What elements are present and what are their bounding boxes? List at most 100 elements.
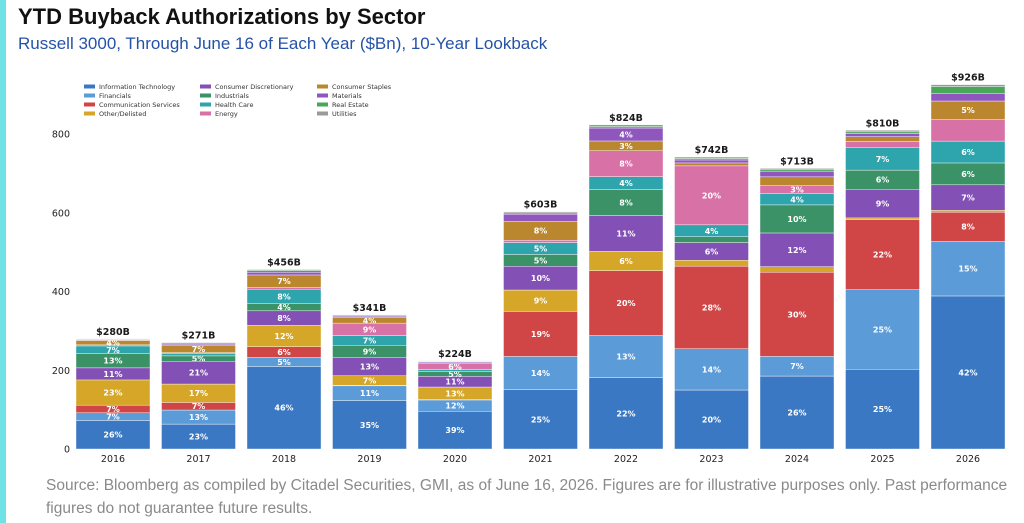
segment-label: 39% xyxy=(445,426,464,435)
x-tick-label: 2016 xyxy=(101,454,125,465)
segment-label: 22% xyxy=(873,251,892,260)
segment-label: 6% xyxy=(619,257,633,266)
bar-segment xyxy=(845,131,920,134)
segment-label: 4% xyxy=(363,316,377,325)
segment-label: 21% xyxy=(189,369,208,378)
bar-total-label: $224B xyxy=(438,349,472,360)
legend-swatch xyxy=(317,102,328,107)
legend-label: Communication Services xyxy=(99,101,180,109)
bar-segment xyxy=(674,236,749,243)
bar-segment xyxy=(503,211,578,214)
segment-label: 7% xyxy=(363,377,377,386)
segment-label: 4% xyxy=(106,339,120,348)
segment-label: 19% xyxy=(531,330,550,339)
bar-stack-2026: 42% 15% 8% 7% 6% 6% 5% $926B xyxy=(930,73,1006,450)
legend-swatch xyxy=(84,93,95,98)
segment-label: 8% xyxy=(619,199,633,208)
bar-segment xyxy=(674,389,749,450)
segment-label: 23% xyxy=(189,433,208,442)
bar-segment xyxy=(759,204,835,234)
bar-segment xyxy=(759,176,835,186)
segment-label: 5% xyxy=(534,256,548,265)
legend-swatch xyxy=(84,102,95,107)
segment-label: 9% xyxy=(363,325,377,334)
bar-segment xyxy=(246,270,322,273)
bar-stack-2020: 39% 12% 13% 11%5%6% $224B xyxy=(417,349,493,450)
bar-segment xyxy=(845,219,920,290)
bar-segment xyxy=(674,158,749,161)
bar-segment xyxy=(161,423,236,450)
bar-segment xyxy=(845,289,920,370)
y-tick-label: 800 xyxy=(52,130,70,141)
segment-label: 6% xyxy=(448,363,462,372)
bar-segment xyxy=(759,169,835,172)
bar-segment xyxy=(588,189,664,216)
legend: Information Technology Consumer Discretio… xyxy=(84,83,392,118)
segment-label: 9% xyxy=(876,200,890,209)
legend-label: Information Technology xyxy=(99,83,175,91)
bar-segment xyxy=(332,314,407,316)
bar-segment xyxy=(845,217,920,220)
bar-stack-2018: 46% 5%6% 12% 8% 4% 8% 7% $456B xyxy=(246,258,322,450)
segment-label: 4% xyxy=(705,227,719,236)
segment-label: 25% xyxy=(531,415,550,424)
segment-label: 30% xyxy=(787,310,806,319)
segment-label: 4% xyxy=(619,179,633,188)
segment-label: 25% xyxy=(873,325,892,334)
bar-total-label: $341B xyxy=(353,303,387,314)
x-tick-label: 2026 xyxy=(956,454,980,465)
segment-label: 20% xyxy=(702,416,721,425)
x-tick-label: 2022 xyxy=(614,454,638,465)
segment-label: 8% xyxy=(961,223,975,232)
legend-swatch xyxy=(200,84,211,89)
segment-label: 7% xyxy=(790,362,804,371)
bar-segment xyxy=(588,126,664,129)
segment-label: 28% xyxy=(702,303,721,312)
bar-stack-2025: 25% 25% 22% 9% 6% 7% $810B xyxy=(845,118,920,450)
legend-swatch xyxy=(84,111,95,116)
bar-segment xyxy=(161,353,236,357)
bar-segment xyxy=(759,266,835,273)
bar-segment xyxy=(759,272,835,357)
segment-label: 6% xyxy=(876,176,890,185)
legend-swatch xyxy=(200,111,211,116)
x-axis: 2016 2017 2018 2019 2020 2021 2022 2023 2024 2025… xyxy=(101,454,980,465)
bar-stack-2022: 22% 13% 20% 6% 11% 8% 4% 8% 3% 4% $824B xyxy=(588,113,664,450)
bar-segment xyxy=(845,189,920,219)
segment-label: 11% xyxy=(103,370,122,379)
bar-segment xyxy=(845,133,920,137)
bar-stack-2017: 23%13%7%17%21%5%7%$271B xyxy=(161,330,236,450)
segment-label: 23% xyxy=(103,389,122,398)
x-tick-label: 2023 xyxy=(699,454,723,465)
x-tick-label: 2017 xyxy=(186,454,210,465)
segment-label: 6% xyxy=(277,348,291,357)
bar-segment xyxy=(588,124,664,127)
x-tick-label: 2025 xyxy=(870,454,894,465)
segment-label: 20% xyxy=(702,191,721,200)
x-tick-label: 2024 xyxy=(785,454,809,465)
segment-label: 7% xyxy=(876,155,890,164)
bar-segment xyxy=(674,165,749,226)
bar-total-label: $280B xyxy=(96,327,130,338)
segment-label: 10% xyxy=(531,274,550,283)
bar-segment xyxy=(503,389,578,450)
segment-label: 7% xyxy=(106,413,120,422)
legend-label: Materials xyxy=(332,92,362,100)
legend-label: Real Estate xyxy=(332,101,369,109)
bar-segment xyxy=(674,159,749,164)
legend-label: Utilities xyxy=(332,110,357,118)
bar-segment xyxy=(759,171,835,178)
bar-segment xyxy=(332,315,407,318)
bar-segment xyxy=(845,141,920,148)
source-note: Source: Bloomberg as compiled by Citadel… xyxy=(46,477,1008,517)
legend-label: Other/Delisted xyxy=(99,110,146,118)
bar-segment xyxy=(845,369,920,450)
stacked-bar-chart: Information Technology Consumer Discretio… xyxy=(52,73,1006,465)
bar-segment xyxy=(503,239,578,243)
bar-segment xyxy=(930,295,1006,450)
segment-label: 8% xyxy=(277,292,291,301)
segment-label: 4% xyxy=(277,303,291,312)
segment-label: 7% xyxy=(106,405,120,414)
bar-segment xyxy=(674,162,749,167)
bar-segment xyxy=(930,241,1006,297)
